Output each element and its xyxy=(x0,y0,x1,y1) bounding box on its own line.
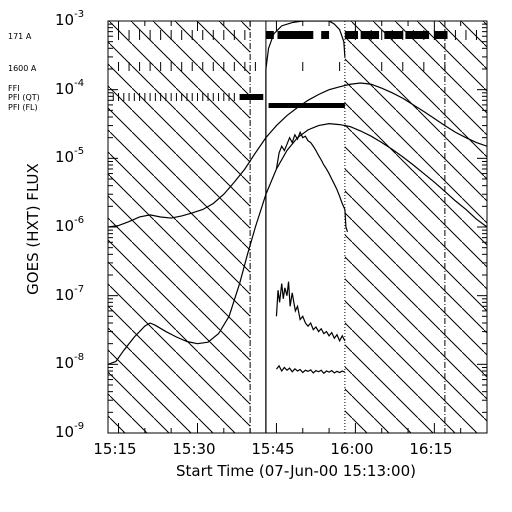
observation-block xyxy=(360,31,380,39)
flux-series-line xyxy=(108,123,487,365)
flux-series-line xyxy=(265,21,346,433)
observation-block xyxy=(344,31,359,39)
hatched-regions xyxy=(108,21,487,433)
observation-window-lines xyxy=(249,21,446,433)
x-axis-title: Start Time (07-Jun-00 15:13:00) xyxy=(176,462,416,480)
y-tick-label: 10-4 xyxy=(55,78,84,98)
hatched-region xyxy=(344,21,487,433)
x-tick-label: 15:30 xyxy=(172,440,215,458)
instrument-label-ffi: FFI xyxy=(8,84,20,93)
observation-block xyxy=(265,31,274,39)
x-tick-label: 16:15 xyxy=(409,440,452,458)
y-tick-labels: 10-9 10-8 10-7 10-6 10-5 10-4 10-3 xyxy=(55,9,84,441)
flux-series-line xyxy=(275,130,349,233)
y-axis-title: GOES (HXT) FLUX xyxy=(24,163,42,295)
x-tick-label: 15:45 xyxy=(251,440,294,458)
instrument-coverage-rows xyxy=(107,30,477,108)
instrument-label-pfi-qt: PFI (QT) xyxy=(8,93,40,102)
instrument-label-1600: 1600 A xyxy=(8,64,37,73)
flux-series-line xyxy=(275,281,346,343)
y-tick-label: 10-9 xyxy=(55,421,84,441)
flux-series-line xyxy=(275,364,346,375)
x-tick-labels: 15:15 15:30 15:45 16:00 16:15 xyxy=(93,440,452,458)
instrument-label-171: 171 A xyxy=(8,32,32,41)
observation-block xyxy=(277,31,314,39)
x-tick-label: 15:15 xyxy=(93,440,136,458)
axis-ticks xyxy=(108,21,488,434)
observation-block xyxy=(384,31,403,39)
x-tick-label: 16:00 xyxy=(330,440,373,458)
instrument-labels: 171 A 1600 A FFI PFI (QT) PFI (FL) xyxy=(8,32,40,112)
y-tick-label: 10-5 xyxy=(55,146,84,166)
observation-block xyxy=(405,31,430,39)
y-tick-label: 10-8 xyxy=(55,352,84,372)
instrument-label-pfi-fl: PFI (FL) xyxy=(8,103,38,112)
hatched-region xyxy=(108,21,251,433)
y-tick-label: 10-7 xyxy=(55,284,84,304)
observation-block xyxy=(268,103,345,108)
observation-block xyxy=(321,31,330,39)
y-tick-label: 10-6 xyxy=(55,215,84,235)
observation-block xyxy=(434,31,448,39)
y-tick-label: 10-3 xyxy=(55,9,84,29)
observation-block xyxy=(239,94,264,100)
